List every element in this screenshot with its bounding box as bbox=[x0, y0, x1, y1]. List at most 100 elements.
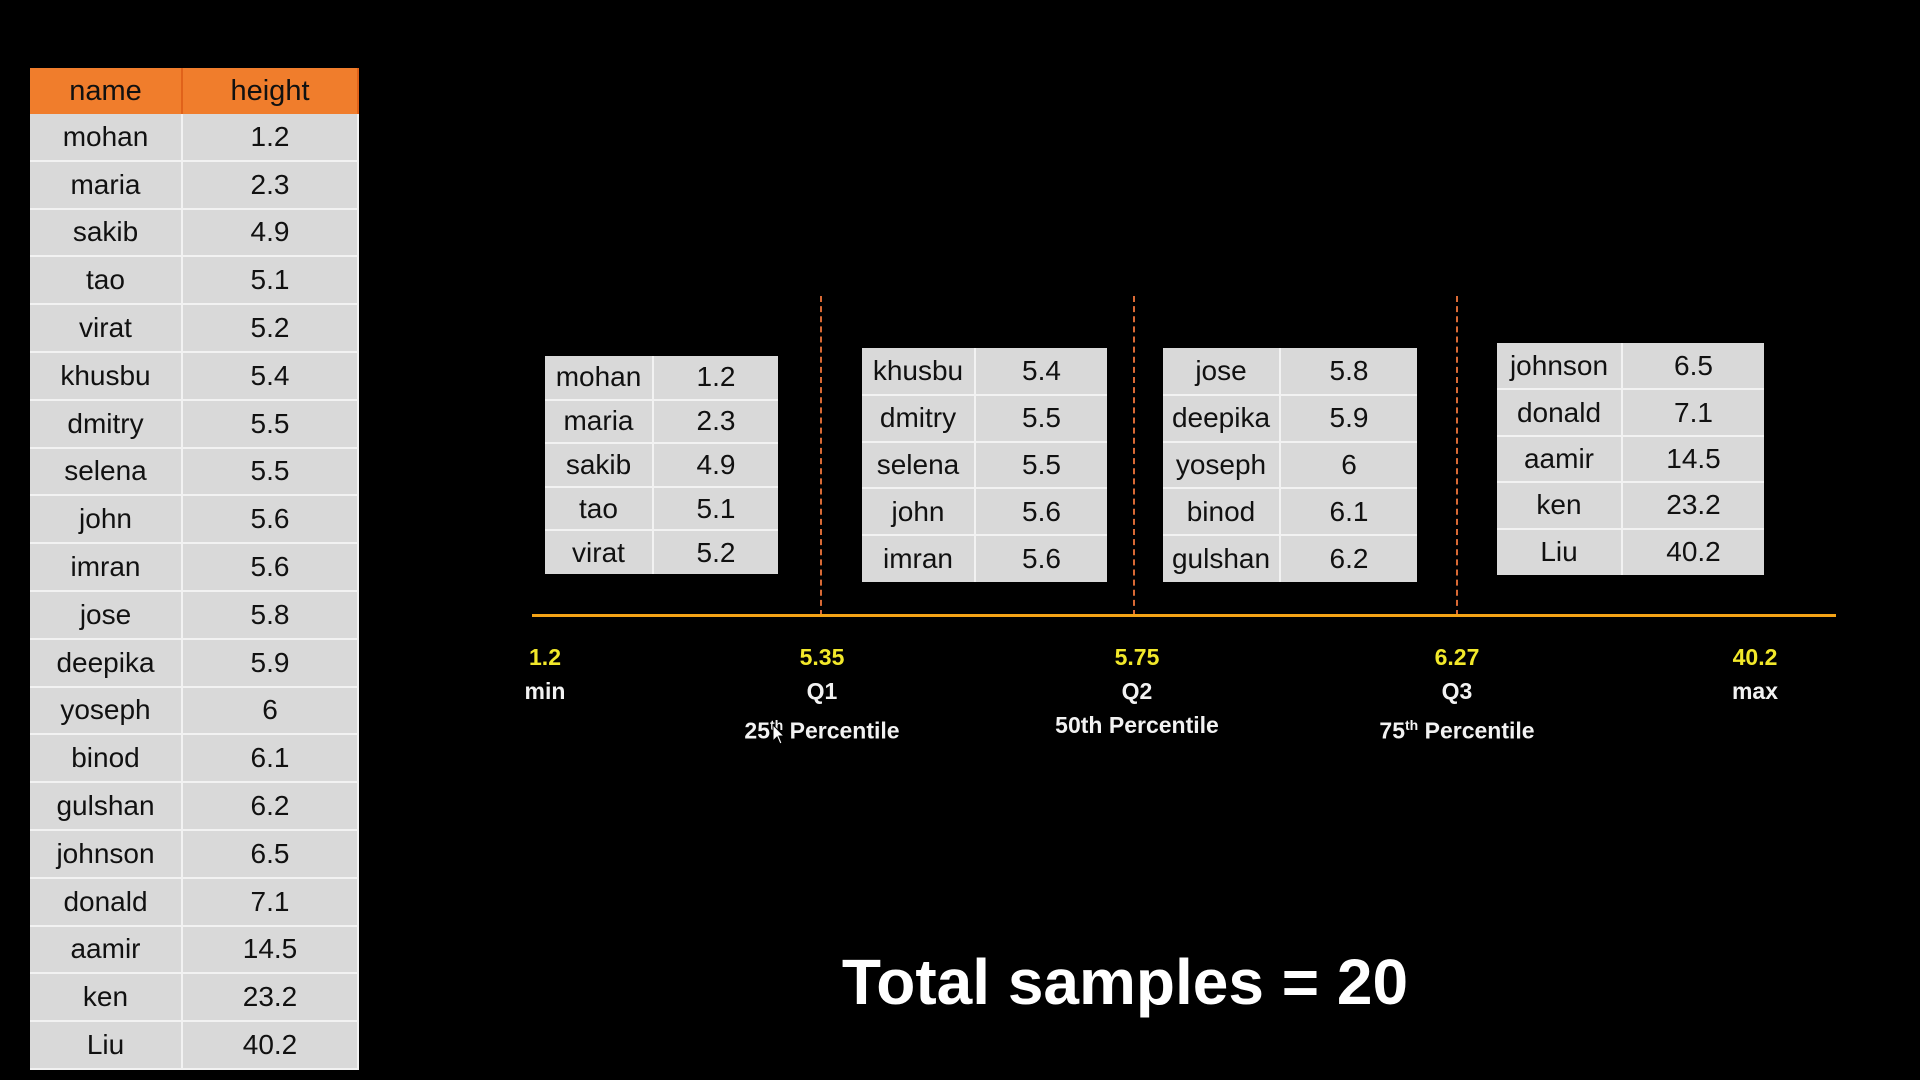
name-cell: maria bbox=[30, 160, 183, 210]
height-cell: 5.6 bbox=[182, 495, 359, 545]
group-name-cell: jose bbox=[1163, 348, 1281, 396]
name-cell: binod bbox=[30, 734, 183, 784]
tick-percentile: 25th Percentile bbox=[744, 717, 900, 744]
name-cell: deepika bbox=[30, 638, 183, 688]
tick-label: Q2 bbox=[1121, 678, 1153, 704]
group-row: tao 5.1 bbox=[545, 486, 778, 532]
table-row: maria 2.3 bbox=[30, 160, 359, 210]
group-name-cell: ken bbox=[1497, 482, 1623, 530]
group-row: jose 5.8 bbox=[1163, 348, 1417, 396]
group-value-cell: 5.5 bbox=[975, 441, 1107, 490]
group-row: dmitry 5.5 bbox=[862, 394, 1107, 443]
height-cell: 5.4 bbox=[182, 351, 359, 401]
table-row: gulshan 6.2 bbox=[30, 782, 359, 831]
tick-max: 40.2 max bbox=[1732, 640, 1778, 708]
group-row: yoseph 6 bbox=[1163, 441, 1417, 490]
group-value-cell: 40.2 bbox=[1666, 536, 1721, 568]
height-cell: 14.5 bbox=[182, 925, 359, 975]
height-cell: 5.9 bbox=[182, 638, 359, 688]
group-value-cell: 5.5 bbox=[975, 394, 1107, 443]
group-value-cell: 6.2 bbox=[1329, 543, 1369, 575]
table-row: john 5.6 bbox=[30, 495, 359, 545]
total-samples-text: Total samples = 20 bbox=[841, 946, 1409, 1018]
table-header-row: name height bbox=[30, 68, 359, 114]
group-name-cell: donald bbox=[1497, 389, 1623, 437]
q2-dashed-line bbox=[1133, 296, 1135, 616]
tick-label: max bbox=[1731, 678, 1779, 704]
group-name-cell: john bbox=[862, 488, 976, 537]
group-name-cell: imran bbox=[862, 535, 976, 582]
name-cell: mohan bbox=[30, 114, 183, 162]
table-row: deepika 5.9 bbox=[30, 638, 359, 688]
table-row: tao 5.1 bbox=[30, 256, 359, 306]
group-name-cell: virat bbox=[545, 530, 654, 574]
height-cell: 5.5 bbox=[182, 399, 359, 449]
group-value-cell: 6.1 bbox=[1280, 488, 1417, 537]
height-cell: 5.6 bbox=[182, 543, 359, 592]
name-cell: dmitry bbox=[30, 399, 183, 449]
group-name-cell: mohan bbox=[545, 356, 654, 401]
table-row: donald 7.1 bbox=[30, 877, 359, 927]
table-row: Liu 40.2 bbox=[30, 1021, 359, 1070]
header-height: height bbox=[182, 68, 359, 114]
tick-percentile: 75th Percentile bbox=[1379, 717, 1535, 744]
group-row: selena 5.5 bbox=[862, 441, 1107, 490]
group-row: gulshan 6.2 bbox=[1163, 535, 1417, 582]
tick-q1: 5.35 Q1 25th Percentile bbox=[744, 640, 899, 748]
group-value-cell: 7.1 bbox=[1622, 389, 1764, 437]
group-table-3: jose 5.8 deepika 5.9 yoseph 6 binod 6.1 gulshan 6… bbox=[1163, 348, 1417, 582]
tick-value: 1.2 bbox=[529, 644, 561, 670]
group-value-cell: 6 bbox=[1280, 441, 1417, 490]
group-value-cell: 23.2 bbox=[1622, 482, 1764, 530]
q3-dashed-line bbox=[1456, 296, 1458, 616]
name-cell: Liu bbox=[30, 1021, 183, 1070]
group-name-cell: yoseph bbox=[1163, 441, 1281, 490]
name-cell: selena bbox=[30, 447, 183, 497]
tick-label: Q3 bbox=[1441, 678, 1473, 704]
tick-value: 6.27 bbox=[1434, 644, 1480, 670]
group-row: donald 7.1 bbox=[1497, 389, 1764, 437]
height-cell: 7.1 bbox=[182, 877, 359, 927]
table-row: johnson 6.5 bbox=[30, 829, 359, 879]
height-cell: 6.5 bbox=[182, 829, 359, 879]
height-cell: 5.1 bbox=[182, 256, 359, 306]
group-value-cell: 5.6 bbox=[1022, 543, 1061, 575]
height-cell: 1.2 bbox=[182, 114, 359, 162]
name-cell: johnson bbox=[30, 829, 183, 879]
name-cell: donald bbox=[30, 877, 183, 927]
name-cell: sakib bbox=[30, 208, 183, 258]
height-data-table: name height mohan 1.2 maria 2.3 sakib 4.9 tao 5… bbox=[30, 68, 359, 1070]
name-cell: tao bbox=[30, 256, 183, 306]
table-row: jose 5.8 bbox=[30, 590, 359, 640]
tick-q3: 6.27 Q3 75th Percentile bbox=[1379, 640, 1534, 748]
name-cell: gulshan bbox=[30, 782, 183, 831]
group-row: Liu 40.2 bbox=[1497, 528, 1764, 575]
group-table-1: mohan 1.2 maria 2.3 sakib 4.9 tao 5.1 virat 5.2 bbox=[545, 356, 778, 574]
tick-label: Q1 bbox=[806, 678, 838, 704]
group-value-cell: 6.5 bbox=[1622, 343, 1764, 391]
table-row: aamir 14.5 bbox=[30, 925, 359, 975]
name-cell: aamir bbox=[30, 925, 183, 975]
tick-min: 1.2 min bbox=[525, 640, 566, 708]
group-name-cell: sakib bbox=[545, 443, 654, 488]
group-value-cell: 5.6 bbox=[975, 488, 1107, 537]
table-row: binod 6.1 bbox=[30, 734, 359, 784]
height-cell: 5.8 bbox=[182, 590, 359, 640]
group-row: sakib 4.9 bbox=[545, 443, 778, 488]
group-value-cell: 1.2 bbox=[653, 356, 778, 401]
table-row: yoseph 6 bbox=[30, 686, 359, 736]
name-cell: john bbox=[30, 495, 183, 545]
name-cell: virat bbox=[30, 304, 183, 353]
height-cell: 6 bbox=[182, 686, 359, 736]
height-cell: 6.1 bbox=[182, 734, 359, 784]
table-row: khusbu 5.4 bbox=[30, 351, 359, 401]
group-row: ken 23.2 bbox=[1497, 482, 1764, 530]
height-cell: 23.2 bbox=[182, 973, 359, 1023]
tick-label: min bbox=[524, 678, 566, 704]
group-name-cell: maria bbox=[545, 399, 654, 445]
group-value-cell: 14.5 bbox=[1622, 435, 1764, 484]
group-name-cell: khusbu bbox=[862, 348, 976, 396]
group-name-cell: selena bbox=[862, 441, 976, 490]
group-row: johnson 6.5 bbox=[1497, 343, 1764, 391]
group-value-cell: 5.4 bbox=[975, 348, 1107, 396]
